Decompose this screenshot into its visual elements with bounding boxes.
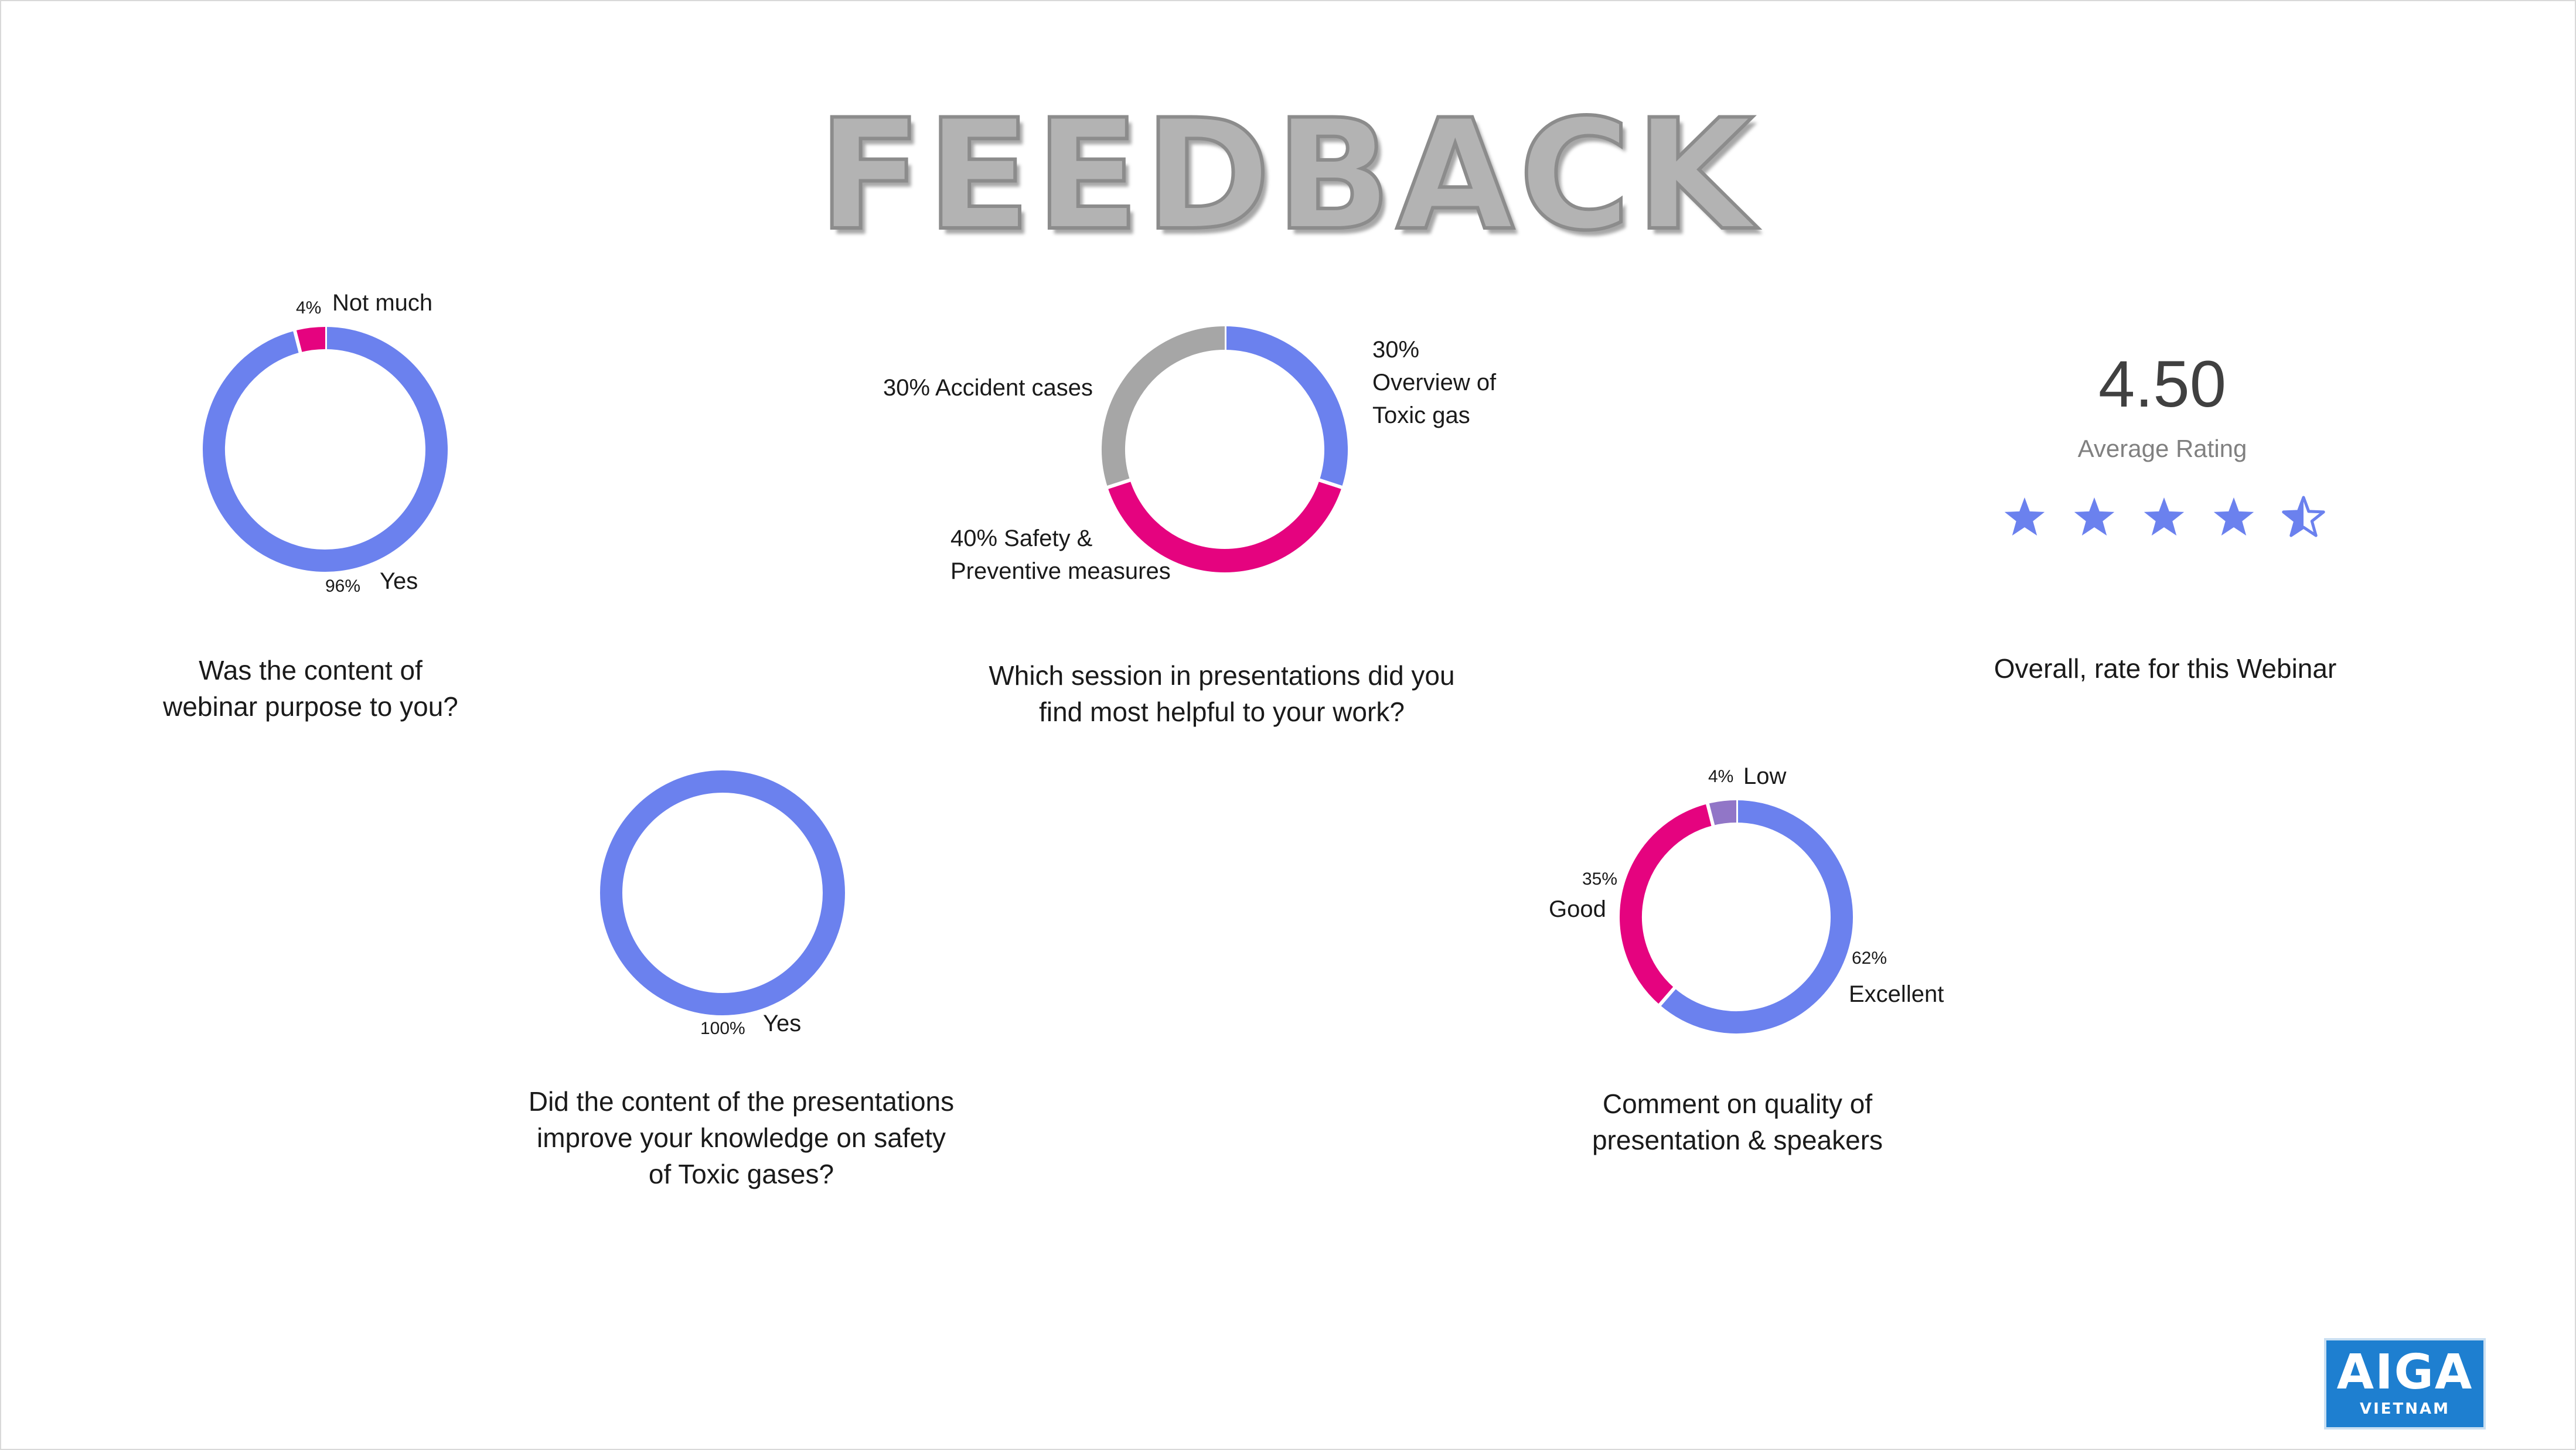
- average-rating-label: Average Rating: [2077, 435, 2247, 462]
- slice-separator: [1657, 986, 1677, 1007]
- caption-line: find most helpful to your work?: [1039, 697, 1405, 727]
- donut-slice: [203, 327, 448, 572]
- slice-percent-label: 4%: [296, 298, 321, 318]
- page-title: FEEDBACK: [816, 87, 1759, 264]
- donut-slice: [600, 770, 845, 1015]
- slice-name-label: Low: [1743, 763, 1786, 789]
- star-icon: [2213, 497, 2254, 536]
- slice-percent-label: 62%: [1852, 949, 1887, 968]
- caption-helpful-session: Which session in presentations did you f…: [914, 657, 1529, 730]
- slice-label-line: 30%: [1372, 337, 1419, 363]
- slice-percent-label: 4%: [1708, 767, 1733, 786]
- slice-name-label: Yes: [380, 568, 418, 594]
- donut-slice: [1660, 800, 1853, 1033]
- slice-separator: [1705, 802, 1715, 827]
- caption-overall-rating: Overall, rate for this Webinar: [1994, 653, 2337, 684]
- star-icon: [2004, 497, 2045, 536]
- slice-name-label: Yes: [763, 1011, 801, 1036]
- donut-slice: [1108, 480, 1342, 572]
- caption-content-purpose: Was the content of webinar purpose to yo…: [105, 652, 516, 725]
- logo-sub: VIETNAM: [2359, 1400, 2451, 1418]
- aiga-vietnam-logo: AIGA VIETNAM: [2324, 1338, 2486, 1429]
- slice-percent-label: 96%: [325, 576, 360, 596]
- rating-stars: [2004, 496, 2325, 537]
- caption-line: Did the content of the presentations: [528, 1086, 955, 1117]
- average-rating-value: 4.50: [2098, 347, 2226, 421]
- caption-presentation-quality: Comment on quality of presentation & spe…: [1524, 1086, 1951, 1158]
- donut-slice: [1707, 800, 1737, 826]
- caption-knowledge-improvement: Did the content of the presentations imp…: [486, 1083, 996, 1192]
- donut-slice: [1224, 326, 1348, 487]
- slice-name-label: Not much: [332, 290, 432, 316]
- slice-label-line: Preventive measures: [950, 558, 1171, 584]
- slice-separator: [1317, 478, 1344, 490]
- caption-line: Was the content of: [199, 655, 422, 685]
- caption-line: Which session in presentations did you: [989, 660, 1455, 691]
- caption-line: presentation & speakers: [1592, 1125, 1883, 1155]
- slice-name-label: Good: [1549, 896, 1606, 922]
- slice-percent-label: 100%: [700, 1019, 745, 1038]
- donut-slice: [295, 327, 326, 353]
- slice-separator: [1106, 478, 1132, 490]
- slice-label-line: Overview of: [1372, 370, 1497, 395]
- slice-label-line: 40% Safety &: [950, 526, 1093, 551]
- caption-line: of Toxic gases?: [648, 1159, 834, 1189]
- star-half-fill: [2283, 497, 2304, 536]
- star-icon: [2074, 497, 2115, 536]
- slice-label: 30% Accident cases: [883, 375, 1093, 401]
- caption-line: Comment on quality of: [1602, 1089, 1873, 1119]
- slice-label-line: Toxic gas: [1372, 402, 1470, 428]
- slice-percent-label: 35%: [1582, 869, 1617, 889]
- slice-separator: [292, 329, 302, 354]
- donut-slice: [1102, 326, 1225, 487]
- donut-slice: [1620, 804, 1713, 1005]
- logo-name: AIGA: [2336, 1345, 2473, 1400]
- star-icon: [2144, 497, 2185, 536]
- caption-line: webinar purpose to you?: [163, 691, 458, 722]
- slice-name-label: Excellent: [1849, 981, 1944, 1007]
- caption-line: improve your knowledge on safety: [536, 1123, 946, 1153]
